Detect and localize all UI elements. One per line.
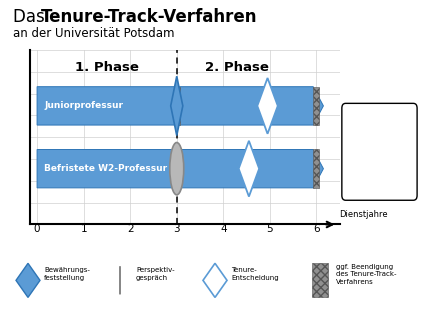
Text: ggf. Beendigung
des Tenure-Track-
Verfahrens: ggf. Beendigung des Tenure-Track- Verfah… [336, 264, 396, 285]
Polygon shape [16, 263, 40, 297]
Bar [313, 87, 319, 125]
Text: an der Universität Potsdam: an der Universität Potsdam [13, 27, 175, 40]
Text: 1. Phase: 1. Phase [75, 60, 139, 74]
Polygon shape [257, 78, 278, 134]
Text: Das: Das [13, 8, 50, 26]
Text: Juniorprofessur: Juniorprofessur [44, 101, 123, 110]
FancyBboxPatch shape [342, 103, 417, 200]
Text: 1: 1 [80, 224, 87, 234]
Polygon shape [171, 76, 183, 136]
Text: 0: 0 [34, 224, 40, 234]
Bar [174, 150, 180, 188]
Text: 2: 2 [127, 224, 133, 234]
Circle shape [170, 142, 184, 195]
Text: 4: 4 [220, 224, 227, 234]
Text: Perspektiv-
gespräch: Perspektiv- gespräch [136, 267, 175, 281]
Text: 3: 3 [173, 224, 180, 234]
Polygon shape [239, 141, 259, 197]
Polygon shape [203, 263, 227, 297]
Text: 6: 6 [313, 224, 320, 234]
Text: Lebenszeit-
professur
(W2/W3): Lebenszeit- professur (W2/W3) [355, 134, 404, 165]
Text: Tenure-Track-Verfahren: Tenure-Track-Verfahren [41, 8, 257, 26]
Text: Befristete W2-Professur: Befristete W2-Professur [44, 164, 167, 173]
Text: Dienstjahre: Dienstjahre [339, 210, 387, 219]
Text: Bewährungs-
feststellung: Bewährungs- feststellung [44, 267, 90, 281]
Bar [174, 87, 180, 125]
Text: 5: 5 [267, 224, 273, 234]
Text: 2. Phase: 2. Phase [206, 60, 269, 74]
FancyArrow shape [37, 87, 323, 125]
Text: Tenure-
Entscheidung: Tenure- Entscheidung [231, 267, 279, 281]
Bar [312, 263, 328, 297]
FancyArrow shape [37, 150, 323, 188]
Bar [313, 150, 319, 188]
